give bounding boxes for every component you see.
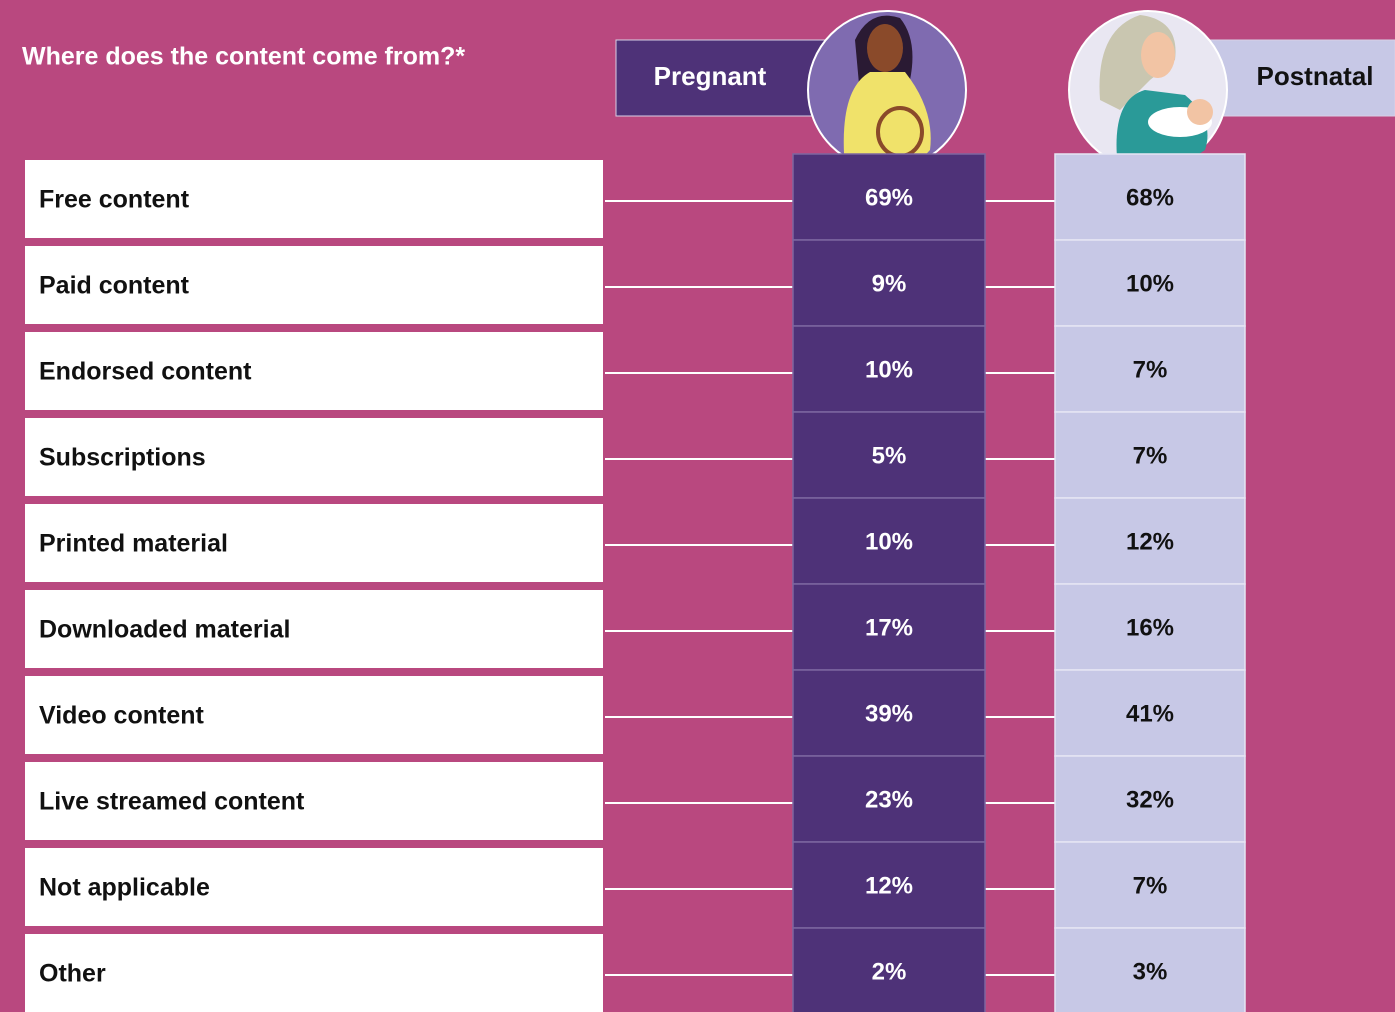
row-label: Not applicable bbox=[39, 874, 210, 902]
row-label: Free content bbox=[39, 186, 190, 214]
pregnant-icon bbox=[808, 11, 966, 169]
value-label: 5% bbox=[872, 442, 907, 469]
row-label: Paid content bbox=[39, 272, 190, 300]
value-label: 12% bbox=[1126, 528, 1174, 555]
row-label: Live streamed content bbox=[39, 788, 305, 816]
value-label: 7% bbox=[1133, 356, 1168, 383]
title: Where does the content come from?* bbox=[22, 43, 465, 71]
value-label: 69% bbox=[865, 184, 913, 211]
value-label: 10% bbox=[1126, 270, 1174, 297]
row-label: Printed material bbox=[39, 530, 228, 558]
row-label: Downloaded material bbox=[39, 616, 290, 644]
postnatal-icon bbox=[1069, 11, 1227, 169]
value-label: 39% bbox=[865, 700, 913, 727]
value-label: 12% bbox=[865, 872, 913, 899]
value-label: 41% bbox=[1126, 700, 1174, 727]
value-label: 68% bbox=[1126, 184, 1174, 211]
value-label: 17% bbox=[865, 614, 913, 641]
value-label: 16% bbox=[1126, 614, 1174, 641]
value-label: 32% bbox=[1126, 786, 1174, 813]
row-label-box bbox=[25, 934, 603, 1012]
value-label: 10% bbox=[865, 356, 913, 383]
value-label: 7% bbox=[1133, 442, 1168, 469]
value-label: 2% bbox=[872, 958, 907, 985]
page: Where does the content come from?* Pregn… bbox=[0, 0, 1395, 1012]
value-label: 23% bbox=[865, 786, 913, 813]
column-header: Pregnant bbox=[654, 61, 767, 91]
row-label: Other bbox=[39, 960, 106, 988]
row-label: Subscriptions bbox=[39, 444, 206, 472]
value-label: 7% bbox=[1133, 872, 1168, 899]
value-label: 9% bbox=[872, 270, 907, 297]
column-header: Postnatal bbox=[1256, 61, 1373, 91]
value-label: 10% bbox=[865, 528, 913, 555]
row-label: Video content bbox=[39, 702, 205, 730]
row-label: Endorsed content bbox=[39, 358, 252, 386]
infographic: Where does the content come from?* Pregn… bbox=[0, 0, 1395, 1012]
value-label: 3% bbox=[1133, 958, 1168, 985]
